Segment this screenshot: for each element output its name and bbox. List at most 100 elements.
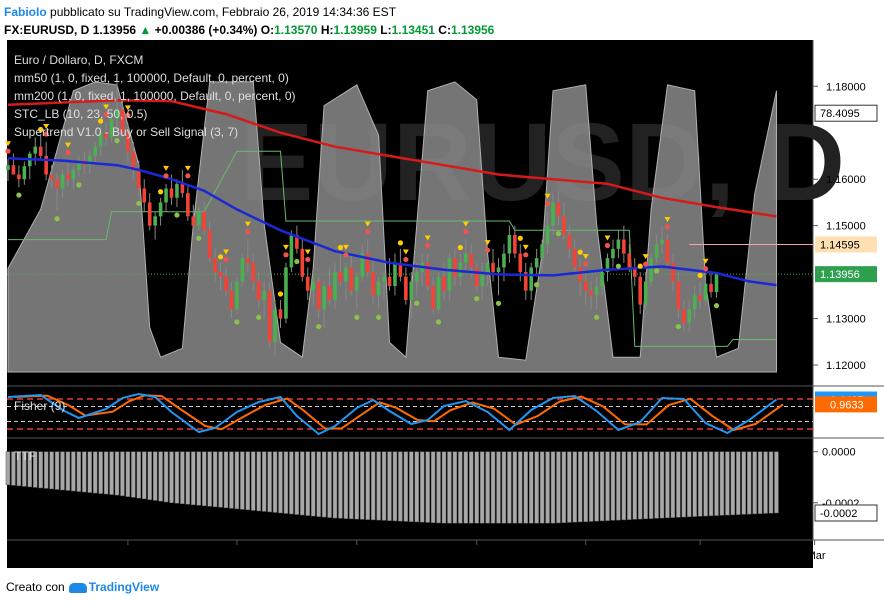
- candle-down: [578, 267, 583, 282]
- ttf-bar: [507, 451, 512, 524]
- ttf-bar: [561, 451, 567, 523]
- ttf-bar: [92, 451, 98, 494]
- buy-dot: [594, 314, 600, 320]
- ttf-bar: [403, 451, 409, 522]
- ttf-bar: [528, 451, 534, 524]
- ttf-bar: [452, 451, 458, 524]
- ttf-bar: [496, 451, 501, 524]
- signal-dot: [98, 118, 104, 124]
- time-axis[interactable]: Set Ott Nov Dic 2019 Feb Mar: [120, 540, 826, 562]
- price-badges: 78.4095 1.14595 1.13956: [814, 104, 878, 283]
- signal-dot: [217, 254, 224, 260]
- ttf-bar: [87, 451, 92, 493]
- candle-down: [567, 234, 572, 249]
- price-scale[interactable]: [813, 40, 880, 568]
- sell-dot: [703, 266, 709, 272]
- ttf-bar: [583, 451, 588, 522]
- candle-up: [98, 132, 103, 147]
- fisher-pane[interactable]: Fisher (9) 1.44870.9633: [7, 391, 877, 436]
- ttf-bar: [681, 451, 687, 518]
- ttf-bar: [256, 451, 261, 512]
- ttf-pane[interactable]: 0.0000-0.0002-0.0002 TTF: [5, 447, 878, 524]
- candle-down: [104, 132, 108, 138]
- sell-arrow: [484, 240, 491, 246]
- sell-dot: [544, 201, 551, 207]
- candle-up: [240, 258, 245, 282]
- candle-down: [180, 183, 185, 194]
- legend-stc[interactable]: STC_LB (10, 23, 50, 0.5): [14, 107, 147, 121]
- candle-up: [643, 281, 648, 305]
- candle-down: [147, 202, 152, 226]
- ttf-bar: [512, 451, 518, 524]
- buy-dot: [256, 314, 262, 320]
- tradingview-link[interactable]: TradingView: [88, 580, 160, 594]
- high-label: H:: [320, 23, 334, 37]
- candle-up: [262, 290, 266, 300]
- candle-down: [295, 234, 299, 249]
- sell-arrow: [282, 244, 289, 250]
- signal-dot: [337, 244, 344, 251]
- main-price-pane[interactable]: EURUSD, D 1.120001.130001.150001.160001.…: [5, 53, 878, 373]
- ttf-bar: [447, 451, 452, 524]
- ttf-bar: [240, 451, 245, 510]
- ttf-bar: [572, 451, 578, 523]
- ttf-bar: [321, 451, 327, 518]
- ttf-bar: [16, 451, 22, 487]
- ttf-bar: [207, 451, 212, 507]
- candle-down: [224, 276, 228, 291]
- ttf-bar: [261, 451, 267, 512]
- candle-up: [93, 146, 97, 156]
- ttf-bar: [278, 451, 283, 514]
- ttf-label[interactable]: TTF: [14, 449, 36, 463]
- buy-dot: [435, 319, 442, 325]
- candle-down: [66, 174, 70, 180]
- sell-arrow: [64, 142, 71, 148]
- candle-down: [55, 179, 59, 189]
- ttf-bar: [414, 451, 419, 523]
- chart-area[interactable]: EURUSD, D 1.120001.130001.150001.160001.…: [0, 40, 884, 570]
- ttf-bar: [11, 451, 16, 486]
- candle-down: [698, 295, 702, 300]
- candle-down: [49, 174, 54, 180]
- candle-up: [273, 309, 277, 342]
- ttf-bar: [534, 451, 539, 524]
- ttf-bar: [310, 451, 316, 517]
- author-link[interactable]: FabioIo: [4, 5, 47, 19]
- ttf-bar: [610, 451, 616, 521]
- legend-mm200[interactable]: mm200 (1, 0, fixed, 1, 100000, Default, …: [14, 89, 296, 103]
- ttf-bar: [185, 451, 191, 505]
- candle-down: [431, 286, 435, 310]
- candle-down: [622, 239, 626, 254]
- ma50-line: [7, 157, 777, 287]
- time-tick-label: Ott: [229, 550, 244, 562]
- ttf-bar: [490, 451, 496, 524]
- candle-up: [687, 309, 692, 324]
- stc-area: [7, 81, 777, 373]
- sell-dot: [643, 261, 649, 267]
- sell-arrow: [402, 249, 409, 255]
- candle-up: [158, 202, 163, 217]
- candle-up: [485, 262, 490, 273]
- candle-down: [404, 276, 408, 300]
- legend-supertrend[interactable]: Supertrend V1.0 - Buy or Sell Signal (3,…: [14, 125, 238, 139]
- ttf-bar: [289, 451, 294, 515]
- fisher-label[interactable]: Fisher (9): [14, 399, 65, 413]
- ttf-bar: [676, 451, 681, 518]
- candle-down: [513, 234, 517, 254]
- buy-dot: [675, 323, 681, 330]
- candle-up: [33, 146, 38, 154]
- ttf-bar: [338, 451, 343, 519]
- ma200-line: [7, 98, 777, 218]
- ttf-bar: [365, 451, 370, 520]
- sell-arrow: [664, 216, 671, 222]
- candle-up: [71, 169, 76, 180]
- legend-mm50[interactable]: mm50 (1, 0, fixed, 1, 100000, Default, 0…: [14, 71, 289, 85]
- candle-up: [344, 267, 348, 282]
- ttf-bar: [65, 451, 71, 491]
- sell-arrow: [582, 254, 589, 260]
- candle-up: [458, 262, 463, 277]
- ttf-bar: [518, 451, 523, 524]
- candle-up: [360, 253, 365, 277]
- candle-down: [142, 188, 147, 203]
- sell-dot: [283, 252, 289, 258]
